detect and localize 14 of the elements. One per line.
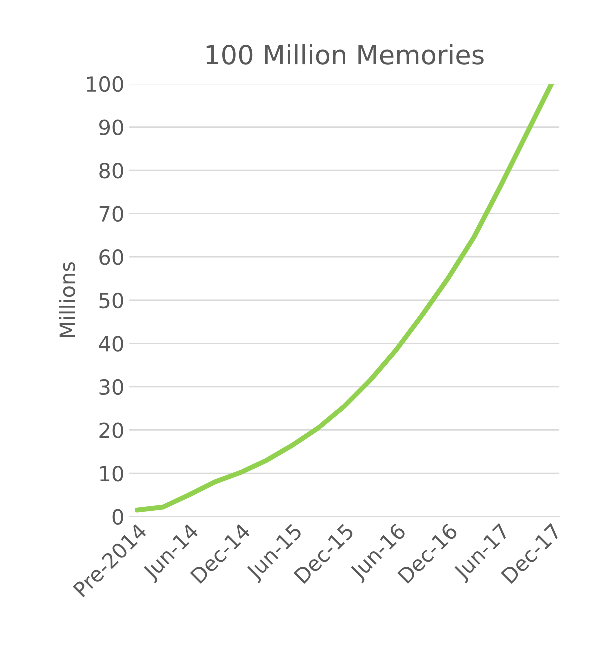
y-tick-label: 60 — [100, 250, 124, 266]
chart-title: 100 Million Memories — [206, 44, 484, 65]
y-tick-label: 90 — [100, 120, 124, 136]
line-series — [134, 84, 554, 513]
y-tick-label: 30 — [100, 379, 124, 396]
y-tick-label: 40 — [99, 336, 124, 352]
y-tick-label: 10 — [100, 466, 124, 482]
y-axis-title: Millions — [59, 262, 76, 338]
y-tick-label: 50 — [100, 292, 124, 309]
y-tick-label: 80 — [100, 162, 124, 179]
y-tick-label: 0 — [112, 509, 124, 526]
y-tick-label: 20 — [100, 422, 124, 438]
y-tick-label: 70 — [100, 206, 124, 222]
y-tick-label: 100 — [87, 76, 124, 92]
